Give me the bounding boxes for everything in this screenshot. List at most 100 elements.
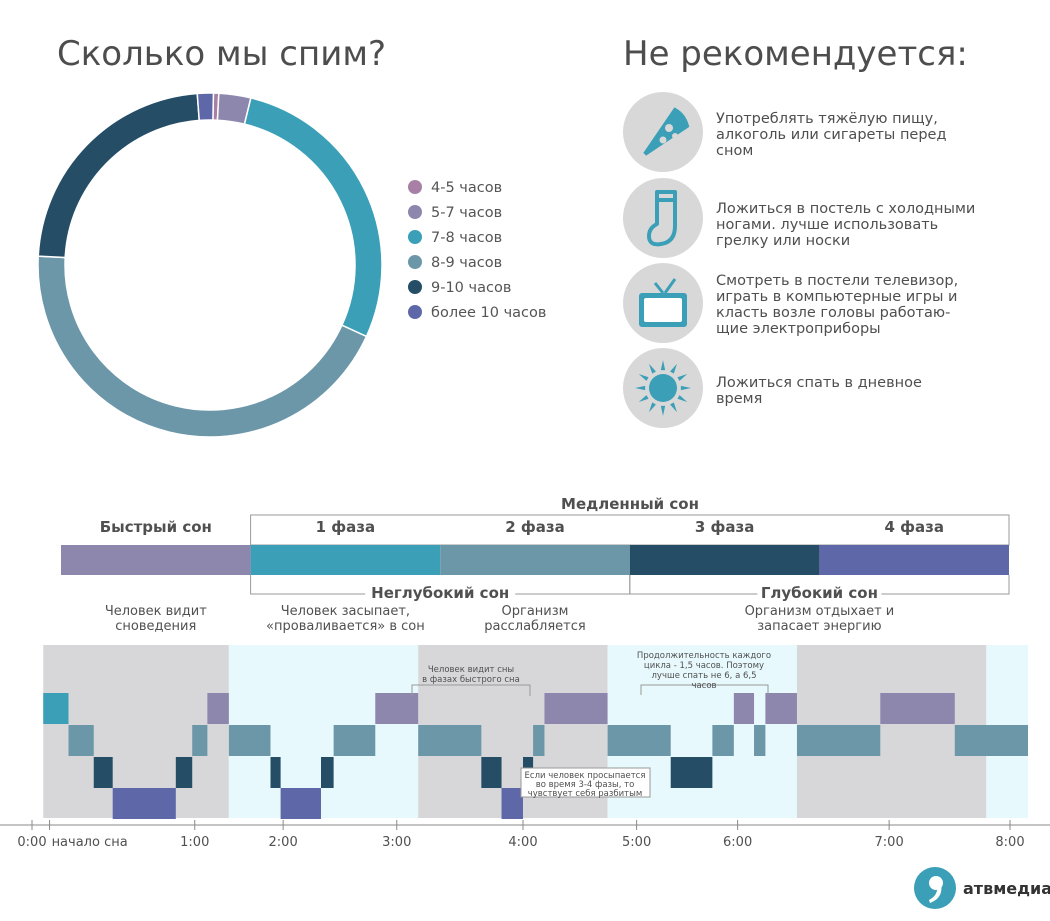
axis-tick-label: 8:00: [995, 835, 1024, 850]
stage-description: запасает энергию: [757, 619, 881, 634]
sleep-segment: [418, 725, 482, 756]
phase-label-3: 3 фаза: [695, 518, 755, 536]
phase-label-1: 1 фаза: [316, 518, 376, 536]
fast-sleep-label: Быстрый сон: [100, 518, 212, 536]
sleep-segment: [670, 757, 713, 788]
sleep-segment: [333, 725, 376, 756]
stage-description: сноведения: [115, 619, 196, 634]
sleep-segment: [93, 757, 113, 788]
axis-tick-label: 5:00: [622, 835, 651, 850]
sleep-segment: [796, 725, 881, 756]
sleep-segment: [544, 693, 608, 724]
annotation-cycle-duration: лучше спать не 6, а 6,5: [651, 671, 756, 681]
axis-tick-label: начало сна: [52, 835, 128, 850]
not-recommended-text: Ложиться в постель с холодными ногами. лу…: [716, 201, 976, 249]
annotation-rem-dreams: в фазах быстрого сна: [422, 675, 520, 685]
stage-description: Человек видит: [105, 604, 207, 619]
stage-description: «проваливается» в сон: [266, 619, 425, 634]
donut-slice-2: [243, 97, 383, 338]
atv-media-logo-text: атвмедиа: [963, 879, 1050, 898]
sleep-stages-diagram: Медленный сон Быстрый сон 1 фаза 2 фаза 3 фа…: [61, 495, 1010, 634]
legend-swatch: [408, 280, 422, 294]
sleep-segment: [754, 725, 766, 756]
donut-slice-3: [37, 255, 368, 438]
stage-description: расслабляется: [484, 619, 585, 634]
stage-bar-3: [629, 545, 820, 575]
donut-chart: [37, 92, 383, 438]
stage-bar-1: [250, 545, 441, 575]
annotation-cycle-duration: цикла - 1,5 часов. Поэтому: [644, 661, 764, 671]
legend-label: 4-5 часов: [431, 180, 503, 196]
slow-sleep-label: Медленный сон: [561, 495, 699, 513]
legend-item: более 10 часов: [408, 303, 546, 328]
shallow-sleep-label: Неглубокий сон: [371, 584, 509, 602]
legend-label: 5-7 часов: [431, 205, 503, 221]
sleep-segment: [954, 725, 1028, 756]
legend-label: 7-8 часов: [431, 230, 503, 246]
annotation-cycle-duration: часов: [691, 681, 716, 691]
sleep-segment: [607, 725, 671, 756]
sleep-segment: [68, 725, 94, 756]
sleep-segment: [207, 693, 229, 724]
axis-tick-label: 2:00: [269, 835, 298, 850]
sleep-segment: [765, 693, 797, 724]
sleep-segment: [880, 693, 955, 724]
legend-item: 5-7 часов: [408, 203, 546, 228]
sleep-segment: [712, 725, 734, 756]
legend-swatch: [408, 305, 422, 319]
stage-bar-0: [61, 545, 251, 575]
stage-description: Организм отдыхает и: [745, 604, 895, 619]
annotation-cycle-duration: Продолжительность каждого: [637, 651, 771, 661]
sleep-segment: [375, 693, 419, 724]
sleep-segment: [175, 757, 193, 788]
not-recommended-text: Употреблять тяжёлую пищу, алкоголь или си…: [716, 111, 947, 159]
legend-label: более 10 часов: [431, 305, 547, 321]
not-recommended-text: Смотреть в постели телевизор, играть в ко…: [716, 273, 959, 337]
stage-bar-4: [819, 545, 1009, 575]
sock-icon: [623, 178, 703, 258]
legend-label: 9-10 часов: [431, 280, 512, 296]
sleep-segment: [43, 693, 69, 724]
stage-bar-2: [440, 545, 630, 575]
axis-tick-label: 3:00: [382, 835, 411, 850]
axis-tick-label: 7:00: [875, 835, 904, 850]
legend-swatch: [408, 230, 422, 244]
annotation-wake-deep: чувствует себя разбитым: [528, 789, 643, 799]
annotation-wake-deep: Если человек просыпается: [525, 771, 646, 781]
legend-item: 8-9 часов: [408, 253, 546, 278]
atv-logo-icon: [914, 867, 956, 909]
sleep-segment: [501, 788, 523, 819]
sleep-cycle-chart: 0:00 начало сна 1:00 2:00 3:00 4:00 5:00 6:00 7:…: [0, 645, 1050, 850]
axis-tick-label: 1:00: [180, 835, 209, 850]
axis-tick-label: 0:00: [17, 835, 46, 850]
legend-swatch: [408, 205, 422, 219]
phase-label-2: 2 фаза: [505, 518, 565, 536]
legend-label: 8-9 часов: [431, 255, 503, 271]
phase-label-4: 4 фаза: [884, 518, 944, 536]
not-recommended-title: Не рекомендуется:: [623, 34, 968, 74]
stage-description: Человек засыпает,: [281, 604, 410, 619]
legend-swatch: [408, 180, 422, 194]
legend-item: 4-5 часов: [408, 178, 546, 203]
donut-slice-4: [37, 92, 201, 259]
deep-sleep-label: Глубокий сон: [761, 584, 878, 602]
sleep-segment: [280, 788, 321, 819]
not-recommended-text: Ложиться спать в дневное время: [716, 375, 922, 407]
stage-description: Организм: [502, 604, 569, 619]
sleep-segment: [228, 725, 271, 756]
donut-chart-title: Сколько мы спим?: [57, 34, 387, 74]
tv-icon: [623, 263, 703, 343]
legend-item: 9-10 часов: [408, 278, 546, 303]
donut-slice-5: [196, 92, 215, 122]
sleep-segment: [533, 725, 545, 756]
sun-icon: [623, 348, 703, 428]
donut-legend: 4-5 часов 5-7 часов 7-8 часов 8-9 часов 9-10…: [408, 178, 546, 328]
pizza-icon: [623, 92, 703, 172]
annotation-wake-deep: во время 3-4 фазы, то: [536, 780, 635, 790]
annotation-rem-dreams: Человек видит сны: [428, 665, 514, 675]
legend-item: 7-8 часов: [408, 228, 546, 253]
sleep-segment: [270, 757, 281, 788]
sleep-segment: [112, 788, 176, 819]
axis-tick-label: 4:00: [508, 835, 537, 850]
sleep-segment: [481, 757, 502, 788]
